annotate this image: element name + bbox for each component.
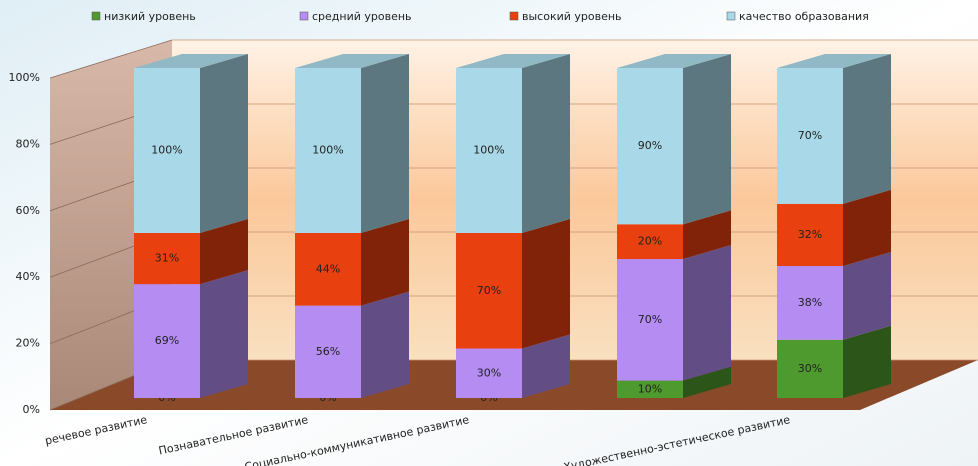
bar: [617, 259, 683, 381]
bar-side: [361, 219, 409, 306]
bar: [777, 68, 843, 204]
data-label: 56%: [316, 345, 340, 358]
data-label: 90%: [638, 139, 662, 152]
bar: [295, 305, 361, 398]
bar-side: [683, 210, 731, 260]
y-tick-label: 100%: [9, 71, 40, 84]
bar-top: [295, 54, 409, 68]
bar-side: [843, 189, 891, 266]
legend: низкий уровень средний уровень высокий уро…: [91, 10, 869, 23]
grid-line: [49, 39, 173, 79]
data-label: 30%: [477, 366, 501, 379]
bar: [617, 224, 683, 260]
legend-swatch: [91, 11, 101, 21]
bar: [134, 284, 200, 398]
data-label: 100%: [473, 144, 504, 157]
data-label: 31%: [155, 252, 179, 265]
bar-top: [456, 54, 570, 68]
legend-label: качество образования: [739, 10, 869, 23]
bar: [134, 68, 200, 233]
bar: [777, 266, 843, 340]
bar-side: [843, 325, 891, 398]
bar-side: [522, 54, 570, 233]
bar-side: [361, 54, 409, 233]
legend-swatch: [726, 11, 736, 21]
y-tick-label: 80%: [16, 137, 40, 150]
bar: [617, 380, 683, 398]
bar: [617, 68, 683, 225]
data-label: 30%: [798, 362, 822, 375]
data-label: 10%: [638, 382, 662, 395]
bar: [456, 348, 522, 398]
y-tick-label: 40%: [16, 270, 40, 283]
data-label: 69%: [155, 334, 179, 347]
legend-label: высокий уровень: [522, 10, 622, 23]
bar-top: [617, 54, 731, 68]
bar-side: [843, 54, 891, 204]
data-label: 32%: [798, 228, 822, 241]
bar: [456, 68, 522, 233]
legend-label: низкий уровень: [104, 10, 196, 23]
data-label: 20%: [638, 235, 662, 248]
bar-side: [200, 54, 248, 233]
bar-side: [200, 219, 248, 285]
bar: [456, 233, 522, 349]
legend-swatch: [509, 11, 519, 21]
bar-side: [683, 245, 731, 381]
data-label: 100%: [151, 144, 182, 157]
bar-side: [843, 252, 891, 340]
legend-swatch: [299, 11, 309, 21]
bar: [134, 233, 200, 285]
bar-side: [361, 291, 409, 398]
y-tick-label: 60%: [16, 204, 40, 217]
data-label: 44%: [316, 262, 340, 275]
y-tick-label: 0%: [23, 403, 40, 416]
bar-side: [200, 270, 248, 398]
bar: [295, 68, 361, 233]
bar-side: [522, 334, 570, 398]
bar-side: [683, 54, 731, 225]
bar-side: [683, 366, 731, 398]
data-label: 70%: [798, 129, 822, 142]
bar: [777, 203, 843, 266]
bar-top: [777, 54, 891, 68]
bar: [295, 233, 361, 306]
data-label: 70%: [638, 313, 662, 326]
data-label: 38%: [798, 296, 822, 309]
bar-top: [134, 54, 248, 68]
bar-side: [522, 219, 570, 349]
data-label: 70%: [477, 284, 501, 297]
legend-label: средний уровень: [312, 10, 412, 23]
bar: [777, 339, 843, 398]
y-tick-label: 20%: [16, 337, 40, 350]
data-label: 100%: [312, 144, 343, 157]
